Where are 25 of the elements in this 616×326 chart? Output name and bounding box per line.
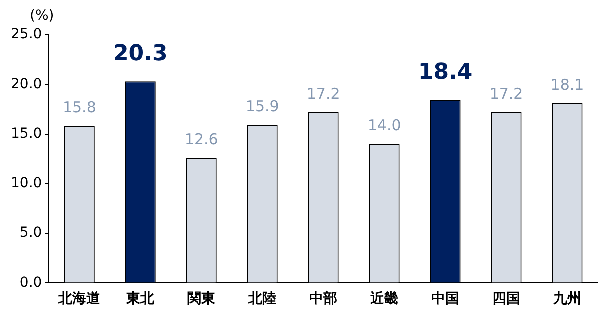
y-axis-title: (%): [30, 8, 54, 24]
data-label: 20.3: [114, 41, 168, 66]
data-label: 14.0: [368, 116, 402, 135]
data-label: 18.1: [550, 76, 584, 94]
x-tick-label: 九州: [552, 291, 582, 308]
x-tick-label: 近畿: [370, 290, 399, 308]
data-label: 17.2: [490, 84, 524, 103]
y-tick-label: 10.0: [11, 176, 42, 192]
x-tick-label: 中部: [310, 290, 338, 308]
data-label: 15.8: [62, 98, 96, 117]
data-label: 17.2: [306, 84, 340, 103]
data-label: 15.9: [246, 98, 280, 116]
x-tick-label: 東北: [126, 291, 156, 308]
y-tick-label: 15.0: [11, 126, 42, 142]
x-tick-label: 北海道: [58, 291, 102, 308]
y-tick-label: 5.0: [20, 225, 42, 242]
x-tick-label: 中国: [432, 291, 460, 308]
data-label: 12.6: [184, 130, 218, 148]
data-label: 18.4: [418, 60, 473, 86]
y-tick-label: 25.0: [11, 26, 42, 43]
x-tick-label: 北陸: [248, 291, 277, 308]
y-tick-label: 20.0: [11, 76, 42, 92]
x-tick-label: 四国: [492, 291, 521, 308]
y-tick-label: 0.0: [20, 274, 42, 291]
x-tick-label: 関東: [188, 291, 217, 308]
